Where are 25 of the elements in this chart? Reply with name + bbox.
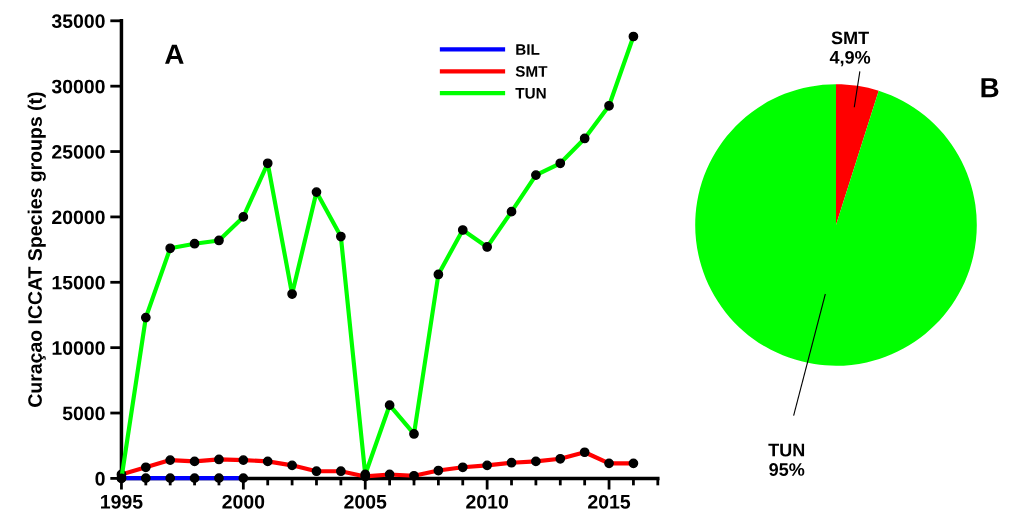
y-tick-label: 30000 <box>51 79 105 94</box>
y-tick-label: 10000 <box>52 341 105 355</box>
legend-label: SMT <box>515 65 548 77</box>
y-tick-label: 0 <box>95 471 105 486</box>
x-tick-label: 2000 <box>222 494 265 509</box>
legend-label: BIL <box>516 44 540 55</box>
data-label: 4,9% <box>829 50 871 67</box>
legend-label: TUN <box>515 88 546 99</box>
y-tick-label: 5000 <box>62 406 105 421</box>
x-tick-label: 2010 <box>466 494 508 509</box>
pie-slice <box>836 84 879 225</box>
y-axis-title: Curaçao ICCAT Species groups (t) <box>27 92 46 407</box>
y-tick-label: 15000 <box>52 275 105 290</box>
x-tick-label: 2005 <box>344 494 387 509</box>
x-tick-label: 2015 <box>588 494 631 509</box>
text: B <box>981 78 999 98</box>
y-tick-label: 35000 <box>51 14 105 29</box>
data-label: 95% <box>769 463 805 476</box>
y-tick-label: 25000 <box>52 145 105 159</box>
slice-label: TUN <box>768 443 805 457</box>
annotation: A <box>165 44 184 64</box>
x-tick-label: 1995 <box>101 494 143 509</box>
pie-slice <box>695 84 977 366</box>
y-tick-label: 20000 <box>52 210 105 225</box>
slice-label: SMT <box>831 31 869 45</box>
